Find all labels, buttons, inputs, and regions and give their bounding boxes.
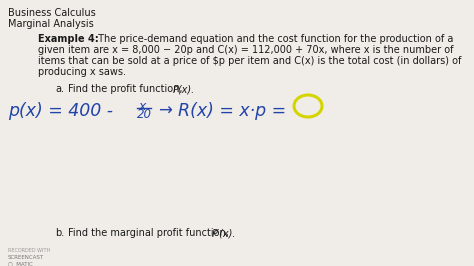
Text: RECORDED WITH: RECORDED WITH [8,248,50,253]
Text: ○  MATIC: ○ MATIC [8,261,33,266]
Text: Find the profit function,: Find the profit function, [68,84,186,94]
Text: items that can be sold at a price of $p per item and C(x) is the total cost (in : items that can be sold at a price of $p … [38,56,461,66]
Text: Marginal Analysis: Marginal Analysis [8,19,94,29]
Text: P(x).: P(x). [173,84,195,94]
Text: b.: b. [55,228,64,238]
Text: producing x saws.: producing x saws. [38,67,126,77]
Text: p(x) = 400 -: p(x) = 400 - [8,102,113,120]
Text: Business Calculus: Business Calculus [8,8,96,18]
Text: R(x) = x·p =: R(x) = x·p = [178,102,286,120]
Text: The price-demand equation and the cost function for the production of a: The price-demand equation and the cost f… [95,34,453,44]
Text: Find the marginal profit function,: Find the marginal profit function, [68,228,232,238]
Text: SCREENCAST: SCREENCAST [8,255,44,260]
Text: given item are x = 8,000 − 20p and C(x) = 112,000 + 70x, where x is the number o: given item are x = 8,000 − 20p and C(x) … [38,45,454,55]
Text: a.: a. [55,84,64,94]
Text: x: x [138,100,146,113]
Text: →: → [158,102,172,120]
Text: 20: 20 [137,108,152,121]
Text: Example 4:: Example 4: [38,34,99,44]
Text: P′(x).: P′(x). [212,228,237,238]
